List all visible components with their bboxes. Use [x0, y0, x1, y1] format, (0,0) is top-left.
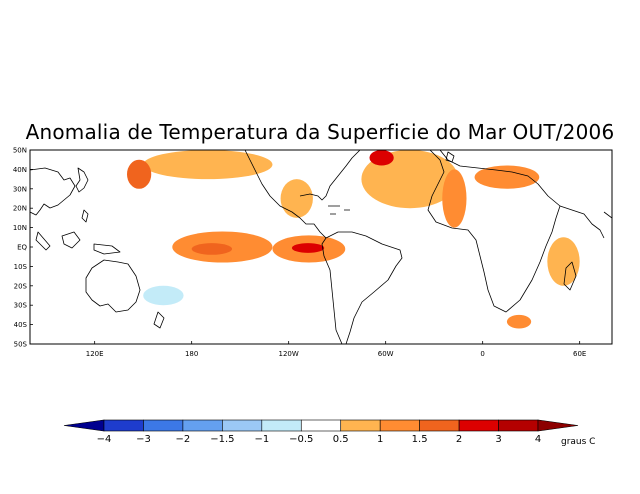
lat-label: 30S	[14, 302, 28, 310]
legend-tick-label: 1.5	[412, 434, 428, 445]
legend-swatch	[182, 419, 223, 432]
lon-label: 180	[185, 350, 198, 358]
borneo-coastline	[61, 231, 81, 249]
legend-tick-label: −3	[136, 434, 151, 445]
legend-tick-label: −1	[254, 434, 269, 445]
lat-label: 20N	[13, 205, 27, 213]
anomaly-patch-10	[474, 165, 540, 189]
legend-swatch	[498, 419, 539, 432]
lat-label: 30N	[13, 185, 27, 193]
legend-unit: graus C	[561, 437, 595, 447]
anomaly-patch-5	[127, 159, 152, 189]
lon-label: 60W	[378, 350, 394, 358]
legend-swatch	[143, 419, 184, 432]
lat-label: EQ	[17, 244, 27, 252]
lat-label: 10S	[14, 263, 28, 271]
africa-coastline	[427, 150, 561, 313]
continent-outlines	[30, 150, 612, 344]
lat-label: 50S	[14, 341, 28, 349]
lat-label: 40S	[14, 321, 28, 329]
legend-swatch	[103, 419, 144, 432]
madagascar-coastline	[563, 261, 577, 291]
anomaly-patch-8	[369, 150, 394, 166]
lat-label: 40N	[13, 166, 27, 174]
legend-tick-label: 4	[535, 434, 541, 445]
legend-swatch	[340, 419, 381, 432]
lat-label: 10N	[13, 224, 27, 232]
philippines-coastline	[81, 209, 89, 223]
japan-coastline	[75, 167, 89, 193]
legend-swatch-max	[537, 419, 579, 432]
legend-tick-label: −1.5	[210, 434, 234, 445]
legend-tick-label: 1	[377, 434, 383, 445]
legend-tick-label: 2	[456, 434, 462, 445]
lat-label: 20S	[14, 282, 28, 290]
legend-tick-label: −2	[176, 434, 191, 445]
anomaly-patch-12	[506, 314, 532, 329]
sumatra-coastline	[35, 231, 51, 251]
south-america-coastline	[321, 231, 403, 344]
legend-swatch	[458, 419, 499, 432]
latitude-labels: 50N 40N 30N 20N 10N EQ 10S 20S 30S 40S 50S	[13, 147, 33, 349]
legend-tick-label: −0.5	[289, 434, 313, 445]
legend-swatch	[300, 419, 342, 432]
lon-label: 0	[480, 350, 484, 358]
asia-coastline	[30, 167, 76, 216]
legend-tick-label: −4	[97, 434, 112, 445]
legend-swatch-min	[63, 419, 105, 432]
anomaly-patch-14	[256, 305, 338, 335]
longitude-labels: 120E 180 120W 60W 0 60E	[86, 341, 586, 358]
anomaly-patch-15	[143, 285, 184, 306]
gulf-coastline	[299, 150, 361, 201]
legend-swatch	[222, 419, 263, 432]
legend-swatch	[419, 419, 460, 432]
newguinea-coastline	[93, 243, 121, 255]
map-title: Anomalia de Temperatura da Superficie do…	[25, 120, 615, 144]
legend-tick-label: 3	[495, 434, 501, 445]
caribbean-islands	[328, 205, 350, 215]
anomaly-patch-3	[191, 243, 233, 255]
lon-label: 60E	[573, 350, 586, 358]
lon-label: 120E	[86, 350, 104, 358]
legend-swatch	[379, 419, 420, 432]
legend-tick-label: 0.5	[333, 434, 349, 445]
lon-label: 120W	[279, 350, 299, 358]
arabia-coastline	[559, 205, 612, 239]
lat-label: 50N	[13, 147, 27, 155]
anomaly-patch-6	[280, 179, 313, 218]
north-america-coastline	[244, 150, 327, 239]
australia-coastline	[85, 259, 141, 313]
anomaly-patch-4	[143, 150, 273, 180]
anomaly-patch-11	[547, 237, 580, 286]
anomaly-patch-2	[291, 243, 325, 253]
newzealand-coastline	[153, 311, 165, 329]
legend-swatch	[261, 419, 302, 432]
anomaly-patch-9	[442, 169, 467, 228]
uk-coastline	[445, 151, 455, 163]
